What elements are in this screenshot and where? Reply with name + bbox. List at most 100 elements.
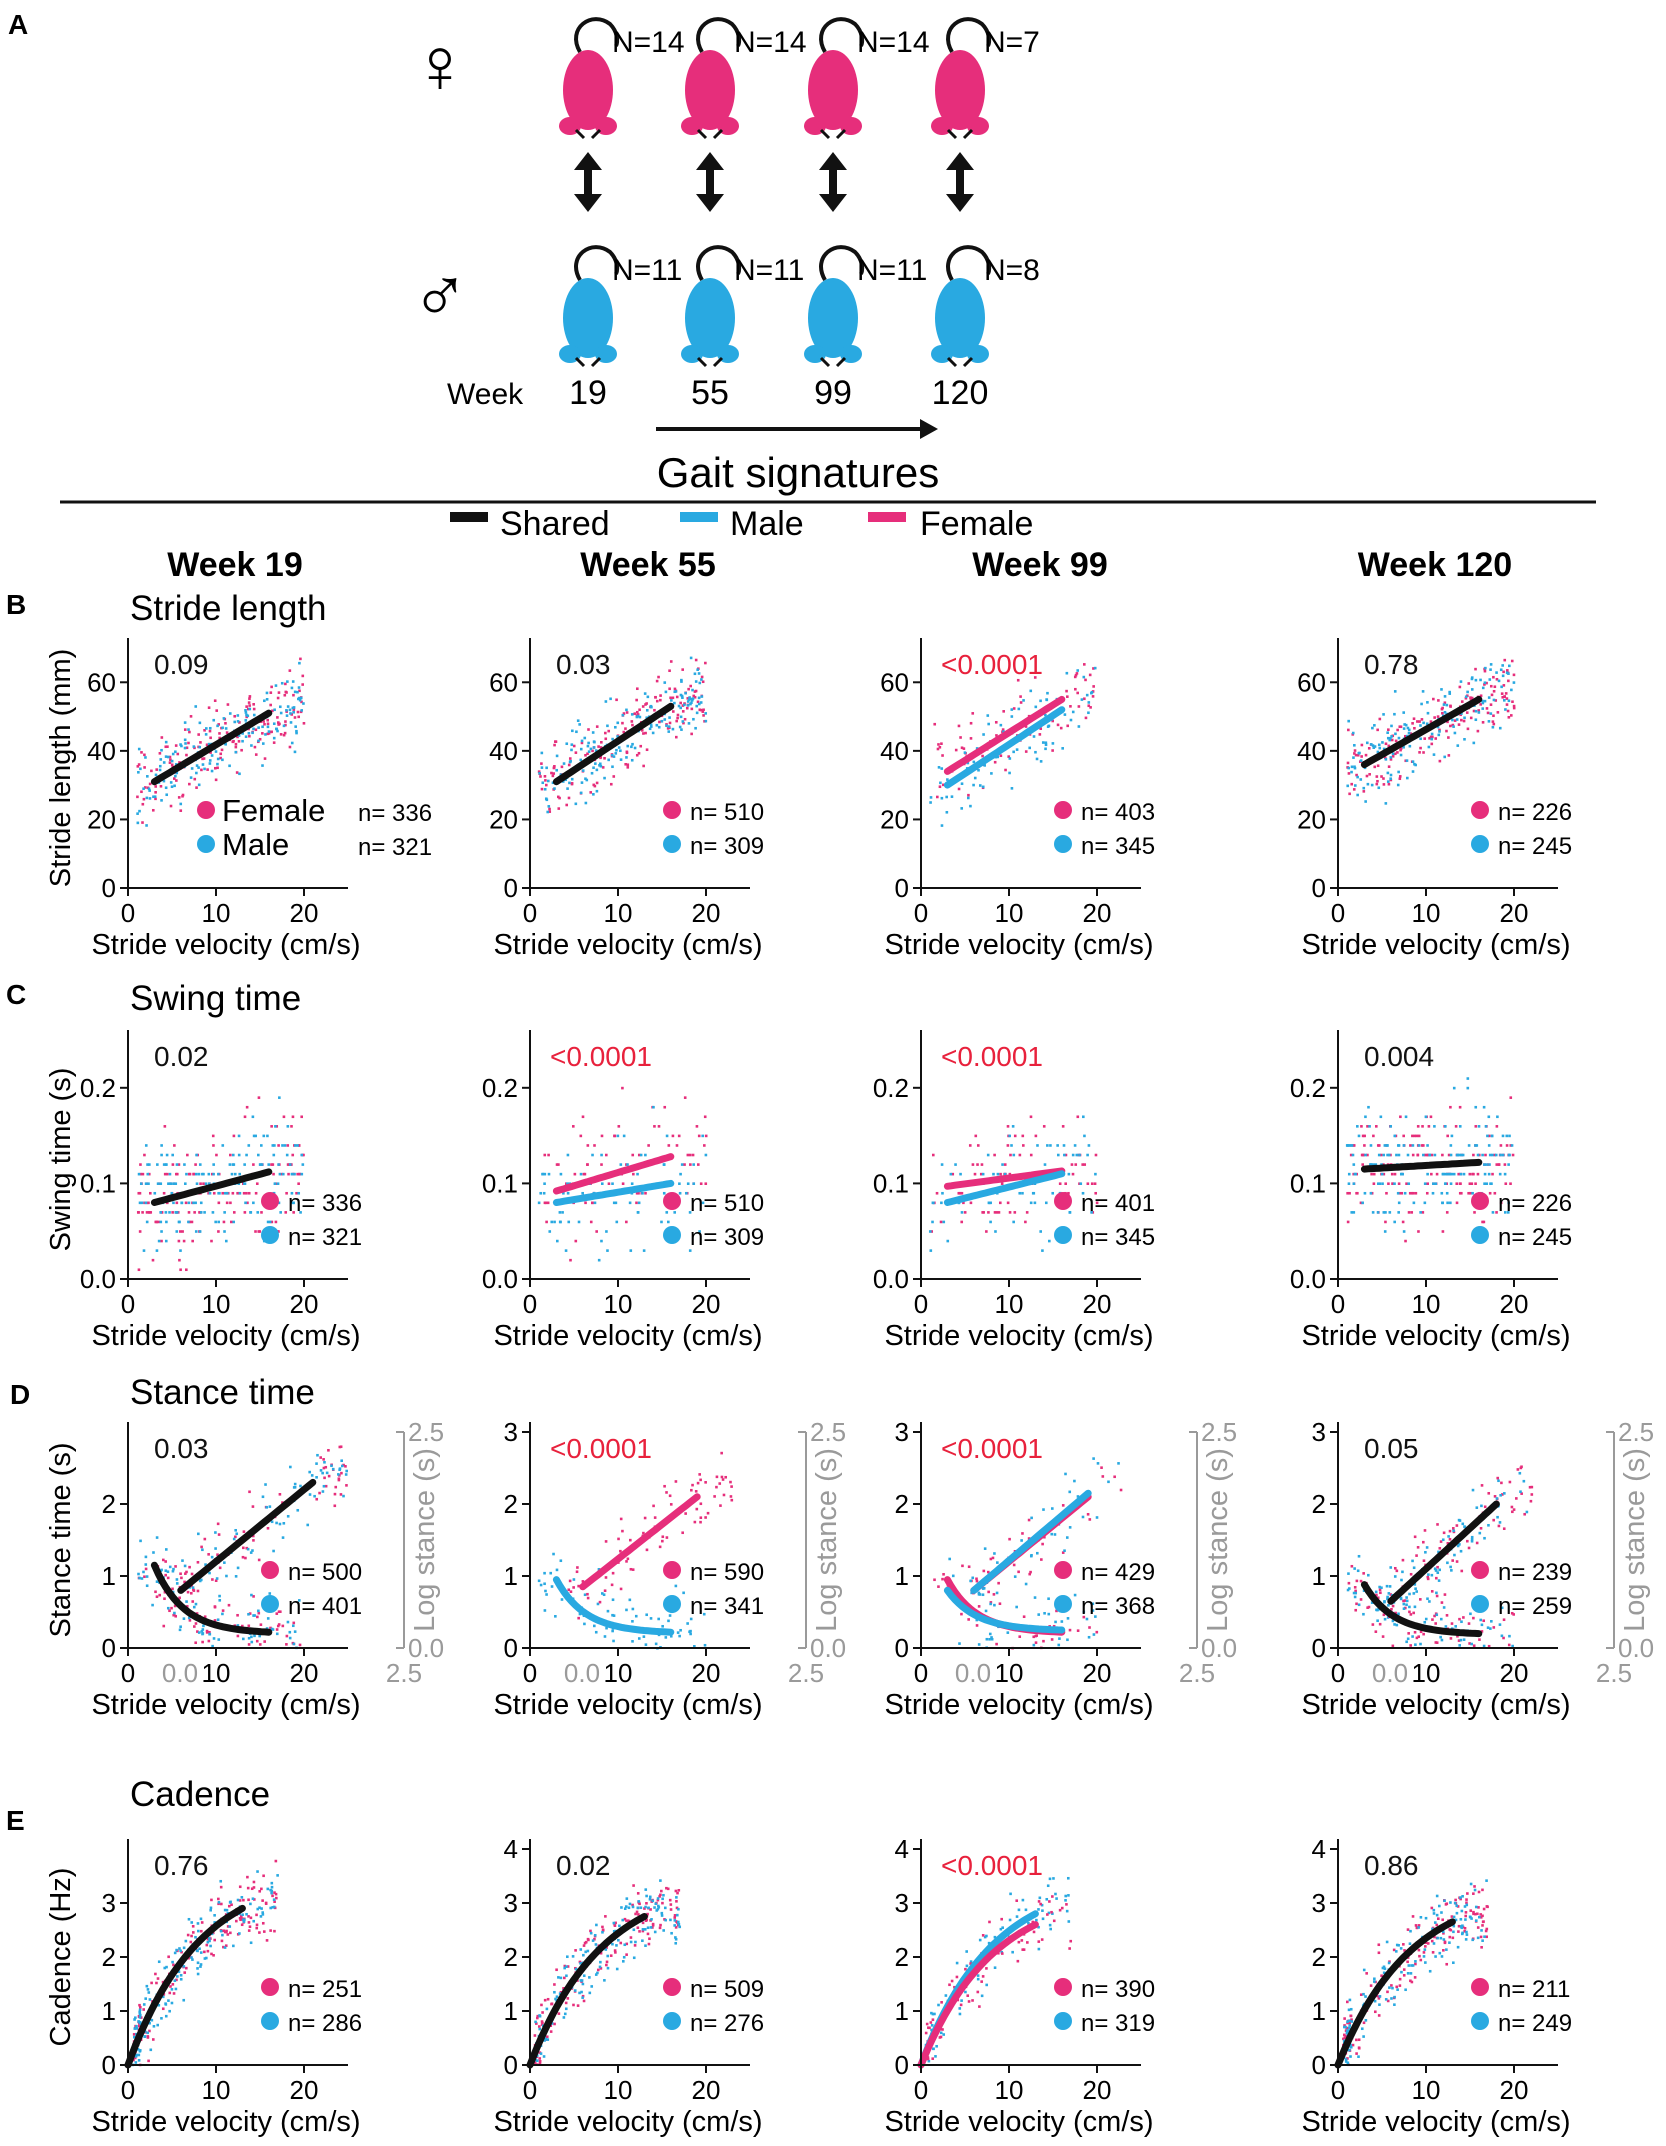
data-point	[637, 1191, 640, 1195]
data-point	[566, 1955, 569, 1959]
data-point	[1404, 1239, 1407, 1243]
x-tick-label: 20	[1083, 898, 1112, 928]
data-point	[1464, 1938, 1468, 1941]
mouse-tail	[574, 17, 620, 54]
data-point	[559, 1172, 563, 1176]
data-point	[266, 1220, 270, 1224]
data-point	[659, 1879, 662, 1882]
x-tick-label: 20	[692, 2075, 721, 2105]
data-point	[1395, 1569, 1399, 1573]
data-point	[198, 1230, 202, 1233]
data-point	[1354, 784, 1357, 787]
data-point	[292, 1642, 296, 1646]
data-point	[591, 731, 595, 734]
data-point	[141, 1211, 144, 1214]
data-point	[1473, 1211, 1476, 1214]
data-point	[1472, 709, 1476, 713]
data-point	[941, 1577, 944, 1581]
n-male-label: n= 286	[288, 2010, 362, 2037]
data-point	[568, 781, 571, 785]
data-point	[1449, 1201, 1452, 1205]
data-point	[929, 801, 932, 804]
data-point	[241, 1624, 244, 1628]
data-point	[1071, 710, 1075, 714]
data-point	[1491, 1172, 1494, 1176]
data-point	[1507, 679, 1510, 683]
data-point	[960, 782, 964, 786]
data-point	[331, 1467, 335, 1471]
data-point	[702, 1612, 706, 1616]
data-point	[1065, 1909, 1069, 1913]
data-point	[1367, 1105, 1370, 1109]
data-point	[144, 1144, 148, 1147]
data-point	[1092, 1633, 1096, 1636]
data-point	[1453, 1901, 1457, 1905]
fit-line-female	[943, 695, 1066, 775]
data-point	[1076, 691, 1079, 695]
data-point	[609, 782, 613, 786]
data-point	[694, 1490, 698, 1493]
data-point	[1384, 758, 1388, 761]
data-point	[1065, 689, 1068, 693]
data-point	[1346, 784, 1350, 788]
data-point	[322, 1458, 325, 1461]
data-point	[193, 1211, 196, 1214]
data-point	[1430, 1939, 1434, 1943]
data-point	[1394, 739, 1398, 743]
data-point	[690, 707, 694, 711]
data-point	[1353, 1585, 1357, 1589]
x-tick-label: 20	[1500, 1289, 1529, 1319]
data-point	[1442, 703, 1446, 706]
data-point	[1040, 1903, 1044, 1907]
data-point	[1439, 1936, 1443, 1940]
data-point	[1495, 1211, 1498, 1214]
data-point	[243, 1182, 247, 1185]
data-point	[243, 1918, 246, 1922]
data-point	[298, 689, 301, 693]
data-point	[341, 1464, 344, 1468]
data-point	[1466, 1077, 1470, 1080]
data-point	[297, 686, 301, 689]
data-point	[1410, 1980, 1414, 1984]
data-point	[266, 725, 270, 729]
data-point	[1377, 1153, 1381, 1157]
data-point	[704, 661, 707, 665]
data-point	[1478, 1531, 1482, 1535]
data-point	[677, 1922, 681, 1926]
data-point	[665, 1886, 668, 1890]
data-point	[1449, 724, 1452, 728]
y-tick-label: 0.0	[80, 1264, 116, 1294]
data-point	[276, 696, 280, 700]
data-point	[1491, 1211, 1495, 1214]
data-point	[279, 1610, 282, 1614]
data-point	[1447, 1535, 1450, 1538]
data-point	[164, 2003, 168, 2006]
p-value-label: 0.05	[1364, 1433, 1419, 1464]
data-point	[151, 808, 155, 812]
data-point	[1393, 1134, 1397, 1138]
data-point	[985, 1967, 988, 1970]
data-point	[286, 1125, 290, 1128]
data-point	[137, 2053, 141, 2057]
data-point	[1369, 1984, 1373, 1987]
data-point	[668, 687, 671, 691]
data-point	[538, 2027, 542, 2031]
data-point	[968, 1144, 972, 1147]
data-point	[216, 1553, 219, 1556]
data-point	[1367, 1605, 1371, 1609]
data-point	[1481, 1924, 1484, 1927]
data-point	[536, 2014, 540, 2018]
data-point	[1388, 1986, 1391, 1989]
data-point	[1055, 1897, 1058, 1900]
data-point	[1436, 725, 1440, 729]
data-point	[271, 1906, 274, 1909]
data-point	[209, 751, 212, 754]
data-point	[1362, 786, 1366, 790]
data-point	[1510, 1505, 1514, 1509]
data-point	[1353, 765, 1356, 769]
data-point	[253, 745, 257, 749]
data-point	[994, 1230, 997, 1233]
data-point	[150, 2018, 154, 2022]
data-point	[1404, 1115, 1408, 1119]
